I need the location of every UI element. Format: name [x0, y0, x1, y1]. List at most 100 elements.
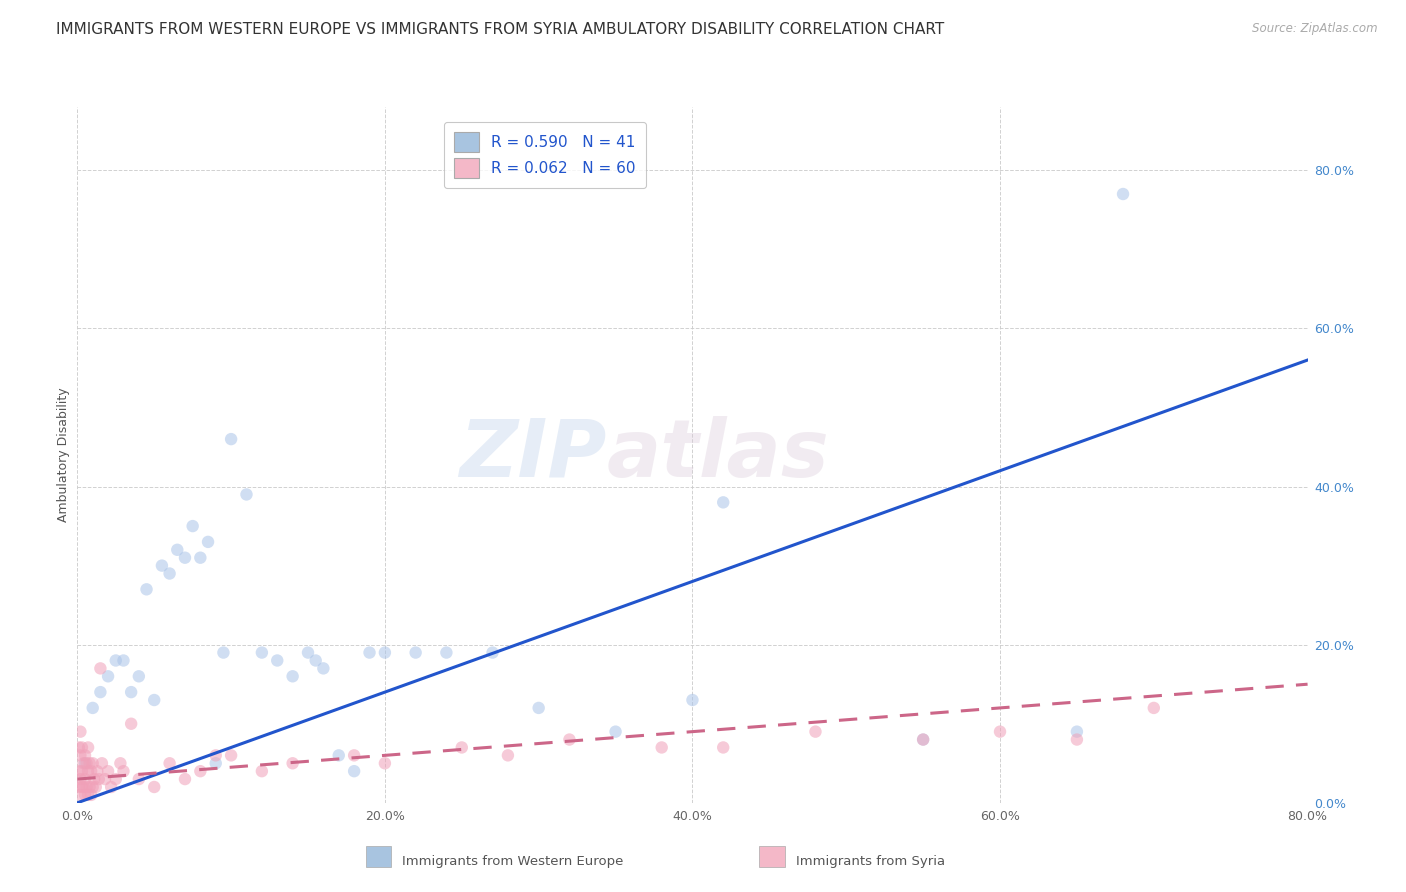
- Point: [69, 748, 91, 763]
- Point: [235, 487, 257, 501]
- Point: [84, 780, 107, 794]
- Text: Immigrants from Western Europe: Immigrants from Western Europe: [402, 855, 623, 868]
- Point: [128, 772, 150, 786]
- Point: [89, 685, 111, 699]
- Point: [82, 780, 104, 794]
- Point: [481, 646, 503, 660]
- Point: [912, 732, 935, 747]
- Text: Source: ZipAtlas.com: Source: ZipAtlas.com: [1253, 22, 1378, 36]
- Point: [436, 646, 458, 660]
- Point: [104, 772, 127, 786]
- Point: [97, 764, 120, 779]
- Point: [70, 764, 93, 779]
- Point: [89, 661, 111, 675]
- Point: [67, 780, 90, 794]
- Text: ZIP: ZIP: [458, 416, 606, 494]
- Point: [73, 772, 96, 786]
- Point: [73, 756, 96, 771]
- Point: [120, 716, 142, 731]
- Y-axis label: Ambulatory Disability: Ambulatory Disability: [58, 388, 70, 522]
- Point: [72, 780, 94, 794]
- Point: [204, 748, 226, 763]
- Point: [77, 788, 100, 802]
- Point: [312, 661, 335, 675]
- Point: [80, 788, 103, 802]
- Point: [69, 788, 91, 802]
- Point: [988, 724, 1011, 739]
- Point: [359, 646, 381, 660]
- Point: [305, 653, 328, 667]
- Point: [682, 693, 704, 707]
- Point: [711, 740, 734, 755]
- Point: [90, 756, 114, 771]
- Point: [159, 566, 181, 581]
- Point: [804, 724, 827, 739]
- Point: [197, 534, 219, 549]
- Point: [281, 756, 304, 771]
- Point: [76, 780, 98, 794]
- Point: [188, 764, 212, 779]
- Point: [166, 542, 188, 557]
- Text: Immigrants from Syria: Immigrants from Syria: [796, 855, 945, 868]
- Point: [1143, 701, 1166, 715]
- Point: [250, 646, 273, 660]
- Point: [69, 772, 91, 786]
- Point: [328, 748, 350, 763]
- Point: [82, 701, 104, 715]
- Point: [250, 764, 273, 779]
- Point: [72, 756, 94, 771]
- Point: [212, 646, 235, 660]
- Point: [69, 724, 91, 739]
- Point: [112, 764, 135, 779]
- Point: [1112, 186, 1135, 201]
- Point: [79, 756, 101, 771]
- Point: [496, 748, 519, 763]
- Point: [86, 764, 108, 779]
- Point: [181, 519, 204, 533]
- Text: atlas: atlas: [606, 416, 830, 494]
- Point: [405, 646, 427, 660]
- Point: [67, 764, 90, 779]
- Point: [77, 740, 100, 755]
- Point: [94, 772, 117, 786]
- Legend: R = 0.590   N = 41, R = 0.062   N = 60: R = 0.590 N = 41, R = 0.062 N = 60: [443, 121, 647, 188]
- Point: [266, 653, 288, 667]
- Point: [374, 646, 396, 660]
- Text: IMMIGRANTS FROM WESTERN EUROPE VS IMMIGRANTS FROM SYRIA AMBULATORY DISABILITY CO: IMMIGRANTS FROM WESTERN EUROPE VS IMMIGR…: [56, 22, 945, 37]
- Point: [83, 772, 105, 786]
- Point: [374, 756, 396, 771]
- Point: [67, 740, 90, 755]
- Point: [112, 653, 135, 667]
- Point: [343, 748, 366, 763]
- Point: [527, 701, 550, 715]
- Point: [110, 756, 132, 771]
- Point: [73, 788, 96, 802]
- Point: [558, 732, 581, 747]
- Point: [1066, 724, 1088, 739]
- Point: [79, 780, 101, 794]
- Point: [87, 772, 110, 786]
- Point: [128, 669, 150, 683]
- Point: [143, 780, 166, 794]
- Point: [150, 558, 173, 573]
- Point: [70, 780, 93, 794]
- Point: [343, 764, 366, 779]
- Point: [204, 756, 226, 771]
- Point: [651, 740, 673, 755]
- Point: [188, 550, 212, 565]
- Point: [1066, 732, 1088, 747]
- Point: [174, 772, 197, 786]
- Point: [605, 724, 627, 739]
- Point: [281, 669, 304, 683]
- Point: [70, 740, 93, 755]
- Point: [297, 646, 319, 660]
- Point: [120, 685, 142, 699]
- Point: [100, 780, 122, 794]
- Point: [135, 582, 157, 597]
- Point: [77, 764, 100, 779]
- Point: [450, 740, 472, 755]
- Point: [97, 669, 120, 683]
- Point: [159, 756, 181, 771]
- Point: [143, 693, 166, 707]
- Point: [80, 764, 103, 779]
